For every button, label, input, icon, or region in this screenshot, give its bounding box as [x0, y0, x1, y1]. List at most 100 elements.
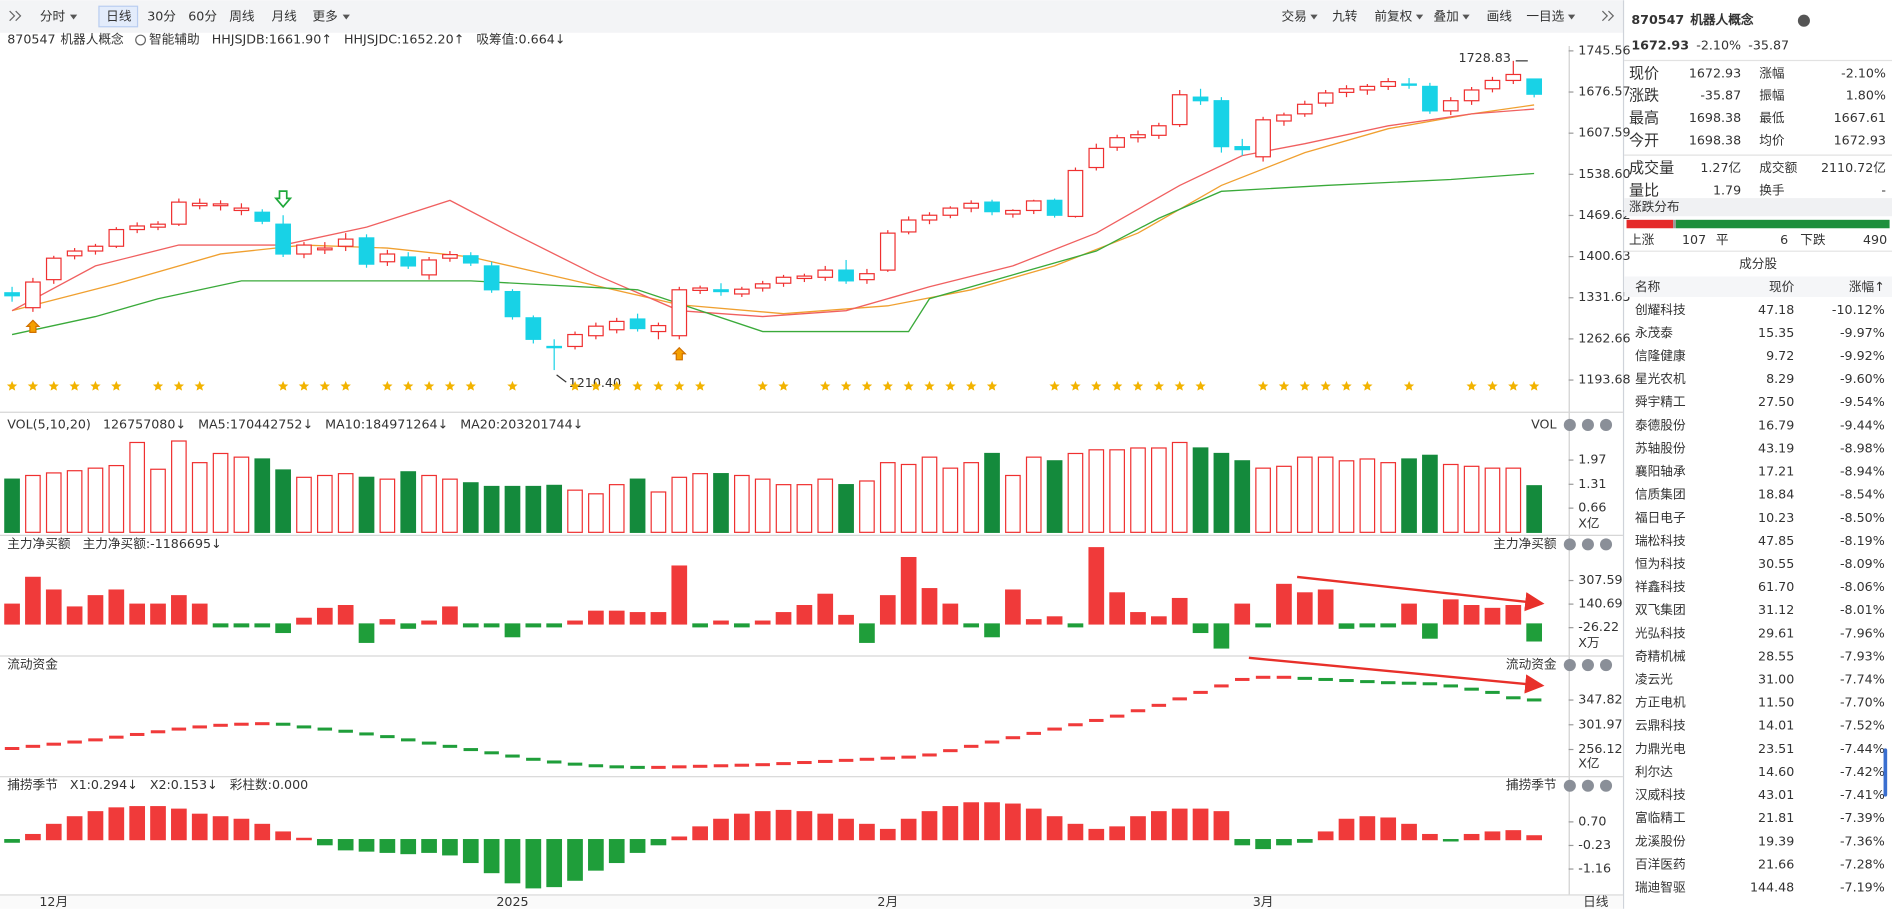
- signal-star: [590, 380, 602, 391]
- stock-name[interactable]: 方正电机: [1635, 695, 1686, 710]
- toolbar-tab[interactable]: 60分: [188, 9, 217, 24]
- stock-name[interactable]: 瑞松科技: [1635, 533, 1686, 548]
- stock-change: -7.52%: [1840, 718, 1885, 733]
- bar: [1130, 447, 1146, 533]
- panel-icon[interactable]: [1599, 779, 1613, 792]
- bar: [1317, 456, 1334, 533]
- toolbar-button[interactable]: 一目选: [1526, 9, 1564, 24]
- column-header[interactable]: 涨幅↑: [1849, 279, 1885, 294]
- stock-name[interactable]: 利尔达: [1635, 764, 1673, 779]
- security-name[interactable]: 机器人概念: [60, 32, 124, 47]
- collapse-icon[interactable]: [1601, 10, 1615, 22]
- panel-icon[interactable]: [1599, 538, 1613, 551]
- stat-label: 今开: [1629, 132, 1659, 150]
- bar: [1526, 835, 1543, 841]
- column-header[interactable]: 现价: [1769, 279, 1795, 294]
- stock-name[interactable]: 瑞迪智驱: [1635, 879, 1686, 894]
- column-header[interactable]: 名称: [1635, 279, 1661, 294]
- y-tick-label: 1607.59: [1578, 125, 1630, 140]
- bar: [546, 484, 563, 533]
- bar: [1234, 603, 1251, 625]
- bar: [567, 620, 583, 625]
- panel-icon[interactable]: [1563, 538, 1576, 551]
- panel-icon[interactable]: [1563, 418, 1576, 431]
- panel-right-title: 主力净买额: [1493, 536, 1557, 551]
- bar: [1255, 839, 1271, 850]
- bar: [129, 806, 146, 841]
- stock-name[interactable]: 祥鑫科技: [1635, 579, 1686, 594]
- stock-name[interactable]: 恒为科技: [1635, 556, 1686, 571]
- panel-icon[interactable]: [1599, 418, 1613, 431]
- stock-name[interactable]: 云鼎科技: [1635, 718, 1686, 733]
- signal-star: [632, 380, 643, 391]
- signal-star: [986, 380, 998, 391]
- panel-separators: [0, 411, 1623, 896]
- info-icon[interactable]: [1797, 14, 1810, 27]
- candle-body: [442, 254, 458, 259]
- panel-icon[interactable]: [1563, 659, 1576, 672]
- stock-name[interactable]: 创耀科技: [1635, 302, 1686, 317]
- toolbar-button[interactable]: 画线: [1487, 9, 1513, 24]
- toolbar-tab[interactable]: 日线: [106, 9, 132, 24]
- stock-change: -7.70%: [1840, 695, 1885, 710]
- bar: [984, 802, 1000, 841]
- bar: [483, 623, 500, 628]
- toolbar-button[interactable]: 九转: [1332, 9, 1358, 24]
- bar: [671, 476, 688, 533]
- toolbar-tab[interactable]: 更多: [313, 9, 338, 24]
- panel-icon[interactable]: [1581, 659, 1594, 672]
- stock-price: 10.23: [1758, 510, 1794, 525]
- stock-name[interactable]: 襄阳轴承: [1635, 464, 1686, 479]
- bar: [942, 467, 959, 533]
- scrollbar[interactable]: [1883, 748, 1888, 797]
- stock-name[interactable]: 苏轴股份: [1635, 440, 1686, 455]
- candle-body: [838, 269, 854, 282]
- stock-name[interactable]: 凌云光: [1635, 672, 1673, 687]
- stock-name[interactable]: 泰德股份: [1635, 417, 1686, 432]
- stock-name[interactable]: 光弘科技: [1635, 625, 1686, 640]
- section-bg: [1624, 198, 1892, 217]
- stock-name[interactable]: 星光农机: [1635, 371, 1686, 386]
- stock-name[interactable]: 永茂泰: [1635, 325, 1673, 340]
- stock-name[interactable]: 富临精工: [1635, 810, 1686, 825]
- stock-name[interactable]: 信隆健康: [1635, 348, 1686, 363]
- signal-star: [653, 380, 664, 391]
- signal-star: [674, 380, 685, 391]
- bar: [1296, 456, 1313, 533]
- toolbar-tab[interactable]: 周线: [229, 9, 255, 24]
- bar: [1025, 456, 1042, 533]
- stock-name[interactable]: 汉威科技: [1635, 787, 1686, 802]
- panel-icon[interactable]: [1581, 779, 1594, 792]
- stock-name[interactable]: 龙溪股份: [1635, 833, 1686, 848]
- signal-star: [1132, 380, 1144, 391]
- bar: [588, 493, 604, 533]
- stock-name[interactable]: 福日电子: [1635, 510, 1686, 525]
- stock-name[interactable]: 舜宇精工: [1635, 394, 1686, 409]
- candle-body: [108, 228, 125, 247]
- stock-name[interactable]: 奇精机械: [1635, 648, 1686, 663]
- toolbar-tab[interactable]: 30分: [147, 9, 176, 24]
- stock-name[interactable]: 力鼎光电: [1635, 741, 1686, 756]
- bar: [45, 823, 62, 841]
- indicator: 吸筹值:0.664↓: [476, 32, 565, 47]
- stock-name[interactable]: 信质集团: [1635, 487, 1686, 502]
- toolbar-button[interactable]: 交易: [1281, 9, 1306, 24]
- panel-icon[interactable]: [1599, 659, 1613, 672]
- legend-item: X1:0.294↓: [70, 777, 138, 792]
- toolbar-tab[interactable]: 月线: [271, 9, 297, 24]
- panel-icon[interactable]: [1563, 779, 1576, 792]
- stock-name[interactable]: 双飞集团: [1635, 602, 1686, 617]
- panel-icon[interactable]: [1581, 418, 1594, 431]
- bar: [1380, 623, 1397, 628]
- candle-body: [817, 269, 834, 278]
- toolbar-button[interactable]: 前复权: [1374, 9, 1412, 24]
- bar: [1109, 826, 1125, 841]
- panel-icon[interactable]: [1581, 538, 1594, 551]
- toolbar-tab[interactable]: 分时: [40, 9, 66, 24]
- stock-name[interactable]: 百洋医药: [1635, 856, 1686, 871]
- expand-icon[interactable]: [9, 10, 22, 22]
- candle-body: [546, 345, 563, 349]
- toolbar-button[interactable]: 叠加: [1433, 9, 1458, 24]
- y-tick-label: 1400.63: [1578, 248, 1630, 263]
- stock-change: -7.42%: [1840, 764, 1885, 779]
